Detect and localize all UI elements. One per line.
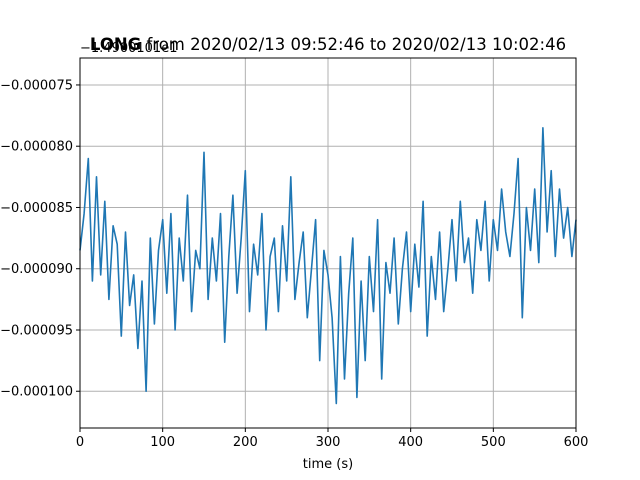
title-range: from 2020/02/13 09:52:46 to 2020/02/13 1… bbox=[141, 35, 566, 54]
x-axis-label: time (s) bbox=[303, 457, 353, 472]
series-group bbox=[79, 127, 577, 405]
y-tick-label: −0.000100 bbox=[0, 385, 73, 400]
x-tick-label: 600 bbox=[564, 435, 589, 450]
chart-title: LONG from 2020/02/13 09:52:46 to 2020/02… bbox=[90, 35, 566, 54]
y-axis-ticks: −0.000075 −0.000080 −0.000085 −0.000090 −0.0… bbox=[0, 78, 80, 400]
x-tick-label: 100 bbox=[150, 435, 175, 450]
y-tick-label: −0.000075 bbox=[0, 78, 73, 93]
title-station: LONG bbox=[90, 35, 141, 54]
y-offset-label: −1.4900101e1 bbox=[80, 41, 177, 56]
y-tick-label: −0.000095 bbox=[0, 323, 73, 338]
x-tick-label: 0 bbox=[76, 435, 84, 450]
y-tick-label: −0.000080 bbox=[0, 140, 73, 155]
series-line bbox=[79, 127, 577, 405]
y-tick-label: −0.000085 bbox=[0, 201, 73, 216]
x-axis-ticks: 0 100 200 300 400 500 600 bbox=[76, 428, 589, 450]
x-tick-label: 500 bbox=[481, 435, 506, 450]
x-tick-label: 400 bbox=[398, 435, 423, 450]
x-tick-label: 200 bbox=[233, 435, 258, 450]
x-tick-label: 300 bbox=[316, 435, 341, 450]
y-tick-label: −0.000090 bbox=[0, 262, 73, 277]
